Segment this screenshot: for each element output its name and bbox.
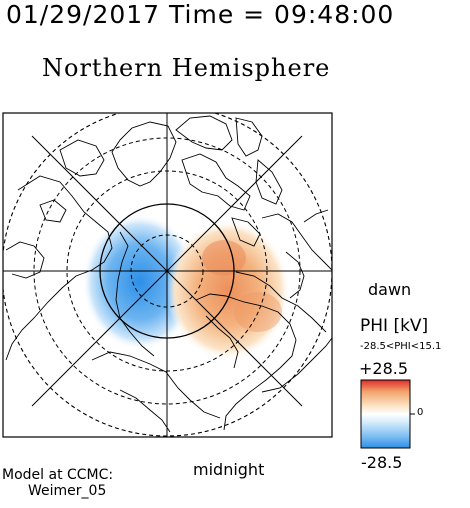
colorbar-max-label: +28.5 (359, 359, 409, 378)
time-title: 01/29/2017 Time = 09:48:00 (6, 0, 395, 29)
colorbar-min-label: -28.5 (361, 453, 403, 472)
midnight-label: midnight (193, 460, 265, 479)
colorbar (360, 379, 415, 449)
colorbar-zero-label: 0 (417, 407, 424, 418)
dawn-label: dawn (368, 280, 412, 299)
negative-potential-cell (82, 214, 198, 350)
model-credit-line2: Weimer_05 (28, 483, 107, 499)
colorbar-gradient (360, 379, 411, 449)
model-credit-line1: Model at CCMC: (2, 467, 114, 483)
colorbar-range: -28.5<PHI<15.1 (360, 341, 442, 352)
colorbar-title: PHI [kV] (360, 316, 429, 336)
map-frame (2, 112, 333, 438)
graticule (3, 113, 332, 437)
positive-potential-cell (166, 220, 290, 360)
hemisphere-title: Northern Hemisphere (42, 54, 331, 82)
